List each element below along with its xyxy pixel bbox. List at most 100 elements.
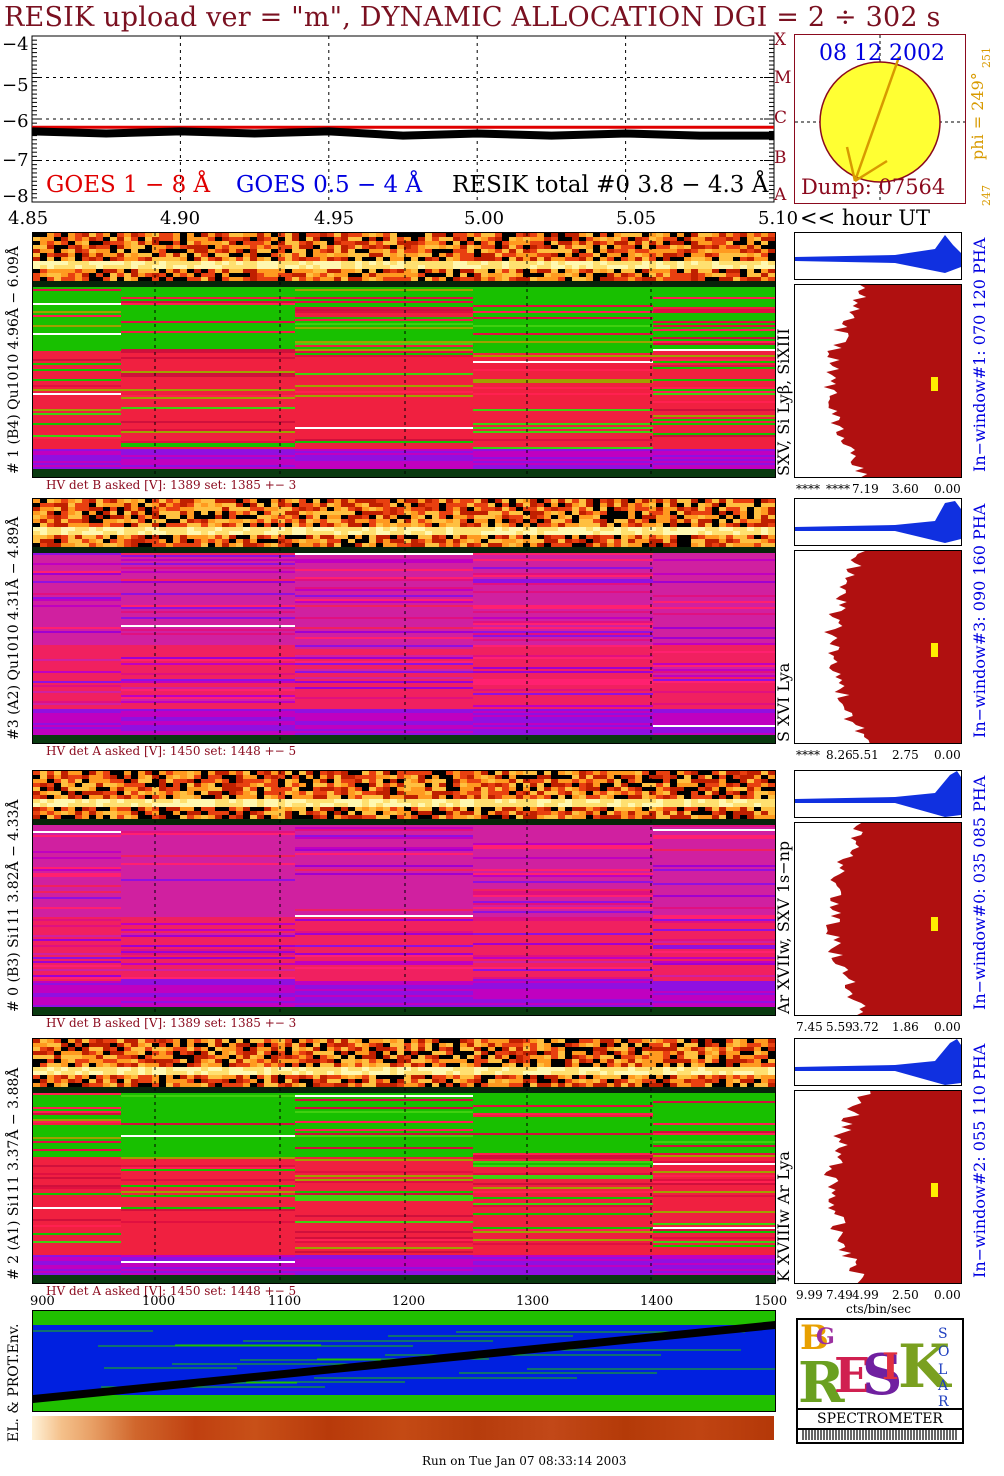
legend-goes-long: GOES 1 − 8 Å (46, 172, 211, 198)
panel-channel-label: # 1 (B4) Qu1010 4.96Å − 6.09Å (6, 246, 22, 474)
pha-histogram-small (794, 232, 962, 280)
histogram-scale-tick: 0.00 (934, 1020, 961, 1034)
logo-spectrometer: SPECTROMETER (798, 1408, 962, 1430)
legend-resik-total: RESIK total #0 3.8 − 4.3 Å (452, 172, 769, 198)
histogram-scale-tick: 2.75 (892, 748, 919, 762)
pha-histogram-large (794, 284, 962, 478)
pha-histogram-small (794, 770, 962, 818)
x-axis-label: << hour UT (800, 206, 930, 230)
logo-letter: G (816, 1324, 835, 1350)
class-letter-a: A (774, 185, 787, 205)
phi-low: 247 (980, 185, 993, 206)
in-window-pha: In−window#1: 070 120 PHA (970, 237, 989, 472)
goes-lightcurve-plot (0, 30, 780, 240)
x-tick: 5.00 (464, 208, 505, 229)
class-letter-m: M (774, 68, 792, 88)
env-svg (33, 1311, 775, 1411)
sun-disk-svg (795, 35, 965, 203)
env-x-tick: 900 (30, 1294, 55, 1309)
x-tick: 4.95 (314, 208, 355, 229)
hv-status: HV det B asked [V]: 1389 set: 1385 +− 3 (46, 478, 297, 492)
logo-letter: S (938, 1326, 948, 1342)
class-letter-x: X (774, 30, 787, 50)
spectrum-heatmap (32, 1038, 776, 1284)
histogram-scale-tick: 0.00 (934, 748, 961, 762)
spectrum-heatmap (32, 770, 776, 1016)
pha-histogram-large (794, 550, 962, 744)
env-trend-line (33, 1321, 775, 1403)
hv-status: HV det A asked [V]: 1450 set: 1448 +− 5 (46, 744, 297, 758)
y-tick: −6 (2, 111, 29, 132)
env-x-tick: 1100 (268, 1294, 302, 1309)
series-resik-total-line (31, 127, 774, 140)
class-letter-b: B (774, 148, 787, 168)
resik-logo: B G R E S I K S O L A R SPECTROMETER (796, 1318, 964, 1444)
histogram-scale-tick: 7.45 (796, 1020, 823, 1034)
logo-letter: O (938, 1344, 950, 1360)
panel-channel-label: # 0 (B3) Si111 3.82Å − 4.33Å (6, 799, 22, 1012)
env-color-strip (32, 1416, 774, 1440)
histogram-scale-tick: 0.00 (934, 482, 961, 496)
pha-histogram-large (794, 1090, 962, 1284)
env-x-tick: 1200 (392, 1294, 426, 1309)
logo-letter: R (938, 1394, 949, 1410)
dump-label: Dump: 07564 (801, 175, 946, 199)
run-timestamp: Run on Tue Jan 07 08:33:14 2003 (422, 1454, 627, 1468)
phi-label: phi = 249° (968, 72, 987, 160)
env-x-tick: 1300 (516, 1294, 550, 1309)
histogram-scale-tick: **** (796, 482, 820, 496)
histogram-scale-tick: 5.59 (826, 1020, 853, 1034)
hv-status: HV det B asked [V]: 1389 set: 1385 +− 3 (46, 1016, 297, 1030)
histogram-scale-tick: 4.99 (852, 1288, 879, 1302)
x-tick: 4.90 (160, 208, 201, 229)
histogram-scale-tick: 9.99 (796, 1288, 823, 1302)
line-identification: K XVIIIw Ar Lya (774, 1151, 793, 1282)
logo-letter: B (800, 1318, 829, 1358)
y-tick: −7 (2, 150, 29, 171)
histogram-x-label: cts/bin/sec (846, 1302, 912, 1316)
spectrum-heatmap (32, 498, 776, 744)
panel-channel-label: # 2 (A1) Si111 3.37Å − 3.88Å (6, 1067, 22, 1280)
logo-letter: S (862, 1342, 903, 1408)
class-letter-c: C (774, 108, 788, 128)
y-tick: −4 (2, 34, 29, 55)
page-title: RESIK upload ver = "m", DYNAMIC ALLOCATI… (4, 2, 941, 33)
histogram-scale-tick: 3.60 (892, 482, 919, 496)
pha-histogram-large (794, 822, 962, 1016)
sun-date: 08 12 2002 (819, 41, 945, 66)
logo-letter: E (834, 1348, 871, 1404)
env-x-tick: 1000 (142, 1294, 176, 1309)
in-window-pha: In−window#0: 035 085 PHA (970, 775, 989, 1010)
sun-disk (819, 61, 941, 183)
line-identification: SXV, Si Lyβ, SiXIII (774, 328, 793, 476)
x-tick: 5.10 (758, 208, 799, 229)
env-x-tick: 1400 (640, 1294, 674, 1309)
histogram-scale-tick: 8.26 (826, 748, 853, 762)
x-tick: 4.85 (8, 208, 49, 229)
pha-histogram-small (794, 498, 962, 546)
in-window-pha: In−window#2: 055 110 PHA (970, 1043, 989, 1278)
histogram-scale-tick: 5.51 (852, 748, 879, 762)
goes-lightcurve-svg (31, 35, 775, 203)
histogram-scale-tick: 3.72 (852, 1020, 879, 1034)
sun-pointing-panel: 08 12 2002 Dump: 07564 (794, 34, 966, 204)
panel-channel-label: #3 (A2) Qu1010 4.31Å − 4.89Å (6, 516, 22, 740)
histogram-scale-tick: 7.49 (826, 1288, 853, 1302)
histogram-scale-tick: **** (796, 748, 820, 762)
y-tick: −5 (2, 75, 29, 96)
x-tick: 5.05 (616, 208, 657, 229)
histogram-scale-tick: 2.50 (892, 1288, 919, 1302)
line-identification: S XVI Lya (774, 662, 793, 742)
histogram-scale-tick: **** (826, 482, 850, 496)
env-plot (32, 1310, 776, 1412)
histogram-scale-tick: 0.00 (934, 1288, 961, 1302)
phi-sub: 251 (980, 47, 993, 68)
logo-letter: K (898, 1332, 951, 1402)
pha-histogram-small (794, 1038, 962, 1086)
env-x-tick: 1500 (754, 1294, 788, 1309)
line-identification: Ar XVIIw, SXV 1s−np (774, 840, 793, 1014)
histogram-scale-tick: 7.19 (852, 482, 879, 496)
env-label: EL. & PROT.Env. (6, 1323, 22, 1442)
in-window-pha: In−window#3: 090 160 PHA (970, 503, 989, 738)
logo-letter: L (938, 1362, 948, 1378)
